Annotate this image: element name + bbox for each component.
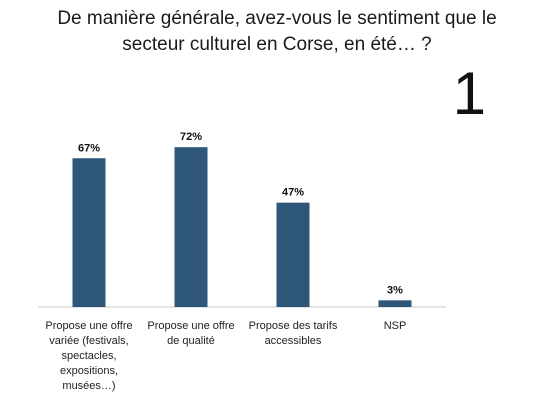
slide-number: 1: [452, 60, 486, 127]
category-label-1: Propose une offre variée (festivals, spe…: [45, 320, 133, 392]
category-label-3: Propose des tarifs accessibles: [248, 320, 338, 347]
value-label-4: 3%: [387, 284, 403, 296]
title-line-2: secteur culturel en Corse, en été… ?: [122, 34, 432, 55]
bar-2: [174, 147, 208, 307]
category-label-4: NSP: [383, 320, 407, 332]
bar-1: [72, 158, 106, 307]
category-label-2: Propose une offre de qualité: [147, 320, 235, 347]
bar-3: [276, 202, 310, 307]
chart-title: De manière générale, avez-vous le sentim…: [0, 6, 554, 58]
value-label-1: 67%: [78, 142, 100, 154]
value-label-3: 47%: [282, 187, 304, 199]
bar-4: [378, 300, 412, 307]
value-label-2: 72%: [180, 131, 202, 143]
title-line-1: De manière générale, avez-vous le sentim…: [57, 8, 497, 29]
